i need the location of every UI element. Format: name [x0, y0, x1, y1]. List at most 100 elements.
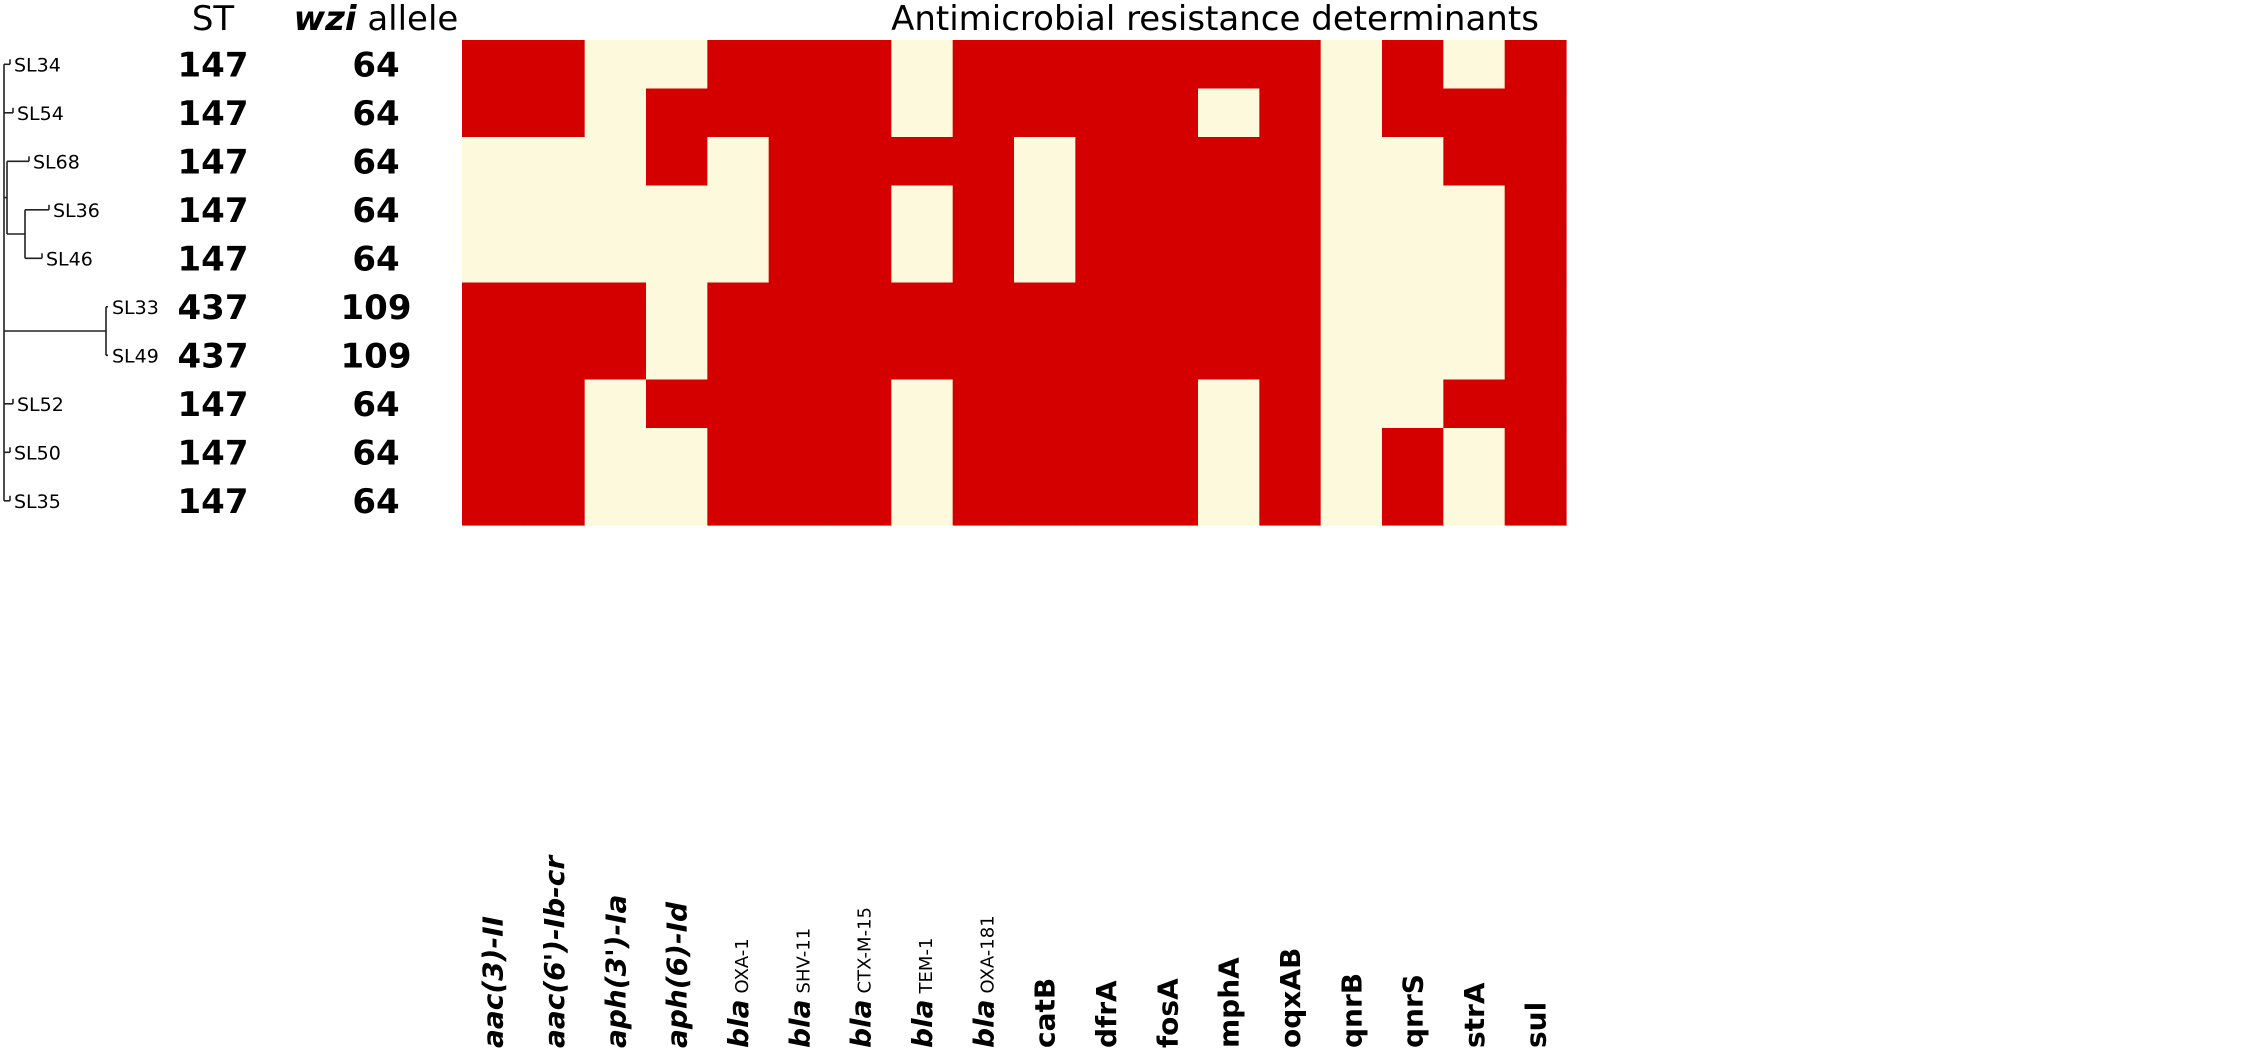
heatmap-cell	[646, 428, 708, 478]
heatmap-cell	[952, 137, 1015, 187]
wzi-allele-column-header: wzi allele	[294, 0, 459, 39]
gene-label: catB	[1029, 978, 1062, 1048]
heatmap-cell	[1504, 331, 1567, 381]
heatmap-cell	[830, 476, 892, 526]
heatmap-cell	[646, 137, 708, 187]
gene-label-sub: OXA-1	[732, 938, 753, 993]
heatmap-cell	[707, 379, 770, 429]
heatmap-cell	[1382, 379, 1444, 429]
st-value: 147	[178, 191, 249, 231]
wzi-value: 64	[352, 191, 399, 231]
heatmap-cell	[1259, 88, 1322, 138]
heatmap-cell	[1443, 234, 1506, 284]
wzi-value: 64	[352, 385, 399, 425]
heatmap-cell	[891, 185, 954, 235]
tree-leaf-label: SL52	[17, 394, 64, 416]
gene-label-main: aph(6)-Id	[661, 901, 694, 1048]
heatmap-cell	[952, 428, 1015, 478]
heatmap-cell	[768, 476, 831, 526]
heatmap-cell	[1504, 137, 1567, 187]
heatmap-cell	[1075, 40, 1138, 90]
heatmap-cell	[830, 282, 892, 332]
gene-label-main: bla	[783, 999, 816, 1048]
heatmap-cell	[1075, 428, 1138, 478]
heatmap-cell	[1259, 331, 1322, 381]
heatmap-cell	[584, 379, 647, 429]
heatmap-cell	[584, 428, 647, 478]
heatmap-cell	[1259, 137, 1322, 187]
heatmap-cell	[462, 282, 524, 332]
heatmap-cell	[1382, 428, 1444, 478]
heatmap-cell	[707, 476, 770, 526]
gene-label-main: qnrB	[1335, 973, 1368, 1048]
heatmap-cell	[1382, 282, 1444, 332]
gene-label: mphA	[1213, 957, 1246, 1048]
heatmap-cell	[830, 234, 892, 284]
heatmap-cell	[891, 476, 954, 526]
gene-label: fosA	[1151, 978, 1184, 1048]
heatmap-cell	[523, 331, 586, 381]
heatmap-cell	[1443, 40, 1506, 90]
heatmap-cell	[462, 185, 524, 235]
heatmap-cell	[768, 185, 831, 235]
tree-leaf-label: SL54	[17, 103, 64, 125]
heatmap-cell	[768, 282, 831, 332]
heatmap-cell	[891, 234, 954, 284]
gene-label: bla OXA-181	[967, 915, 1000, 1048]
gene-label-sub: TEM-1	[916, 938, 937, 995]
heatmap-cell	[1320, 40, 1383, 90]
gene-label: bla OXA-1	[722, 938, 755, 1048]
st-value: 437	[178, 336, 249, 376]
heatmap-cell	[952, 234, 1015, 284]
gene-label-main: aac(6')-Ib-cr	[538, 854, 571, 1048]
heatmap-cell	[1198, 185, 1260, 235]
heatmap-cell	[1198, 40, 1260, 90]
heatmap-cell	[1259, 379, 1322, 429]
gene-label: bla TEM-1	[906, 938, 939, 1048]
heatmap-cell	[830, 137, 892, 187]
heatmap-cell	[1320, 379, 1383, 429]
heatmap-cell	[1075, 379, 1138, 429]
heatmap-cell	[1504, 234, 1567, 284]
gene-label: oqxAB	[1274, 948, 1307, 1048]
heatmap-cell	[1014, 379, 1076, 429]
heatmap-cell	[523, 40, 586, 90]
gene-label-main: catB	[1029, 978, 1062, 1048]
heatmap-cell	[462, 428, 524, 478]
heatmap-cell	[1382, 331, 1444, 381]
heatmap-cell	[1136, 234, 1199, 284]
heatmap-cell	[523, 185, 586, 235]
heatmap-cell	[1014, 185, 1076, 235]
heatmap-cell	[768, 428, 831, 478]
heatmap-cell	[1014, 282, 1076, 332]
heatmap-cell	[1136, 88, 1199, 138]
heatmap-cell	[768, 137, 831, 187]
heatmap-cell	[830, 40, 892, 90]
heatmap-cell	[1259, 282, 1322, 332]
heatmap-cell	[1382, 40, 1444, 90]
heatmap-cell	[1443, 476, 1506, 526]
st-value: 147	[178, 385, 249, 425]
heatmap-cell	[1014, 331, 1076, 381]
heatmap-cell	[462, 40, 524, 90]
heatmap-cell	[1198, 282, 1260, 332]
heatmap-cell	[1075, 185, 1138, 235]
heatmap-cell	[1198, 234, 1260, 284]
st-value: 147	[178, 142, 249, 182]
heatmap-cell	[1136, 282, 1199, 332]
heatmap-cell	[891, 331, 954, 381]
heatmap-cell	[891, 88, 954, 138]
st-value: 147	[178, 239, 249, 279]
heatmap-cell	[523, 476, 586, 526]
heatmap-cell	[1504, 40, 1567, 90]
heatmap-cell	[707, 137, 770, 187]
gene-label-sub: OXA-181	[977, 915, 998, 993]
gene-label-main: strA	[1458, 982, 1491, 1048]
heatmap-cell	[1198, 379, 1260, 429]
heatmap-cell	[830, 428, 892, 478]
tree-leaf-label: SL50	[14, 442, 61, 464]
heatmap-cell	[462, 331, 524, 381]
wzi-value: 109	[341, 336, 412, 376]
heatmap-cell	[584, 185, 647, 235]
heatmap-cell	[1014, 88, 1076, 138]
